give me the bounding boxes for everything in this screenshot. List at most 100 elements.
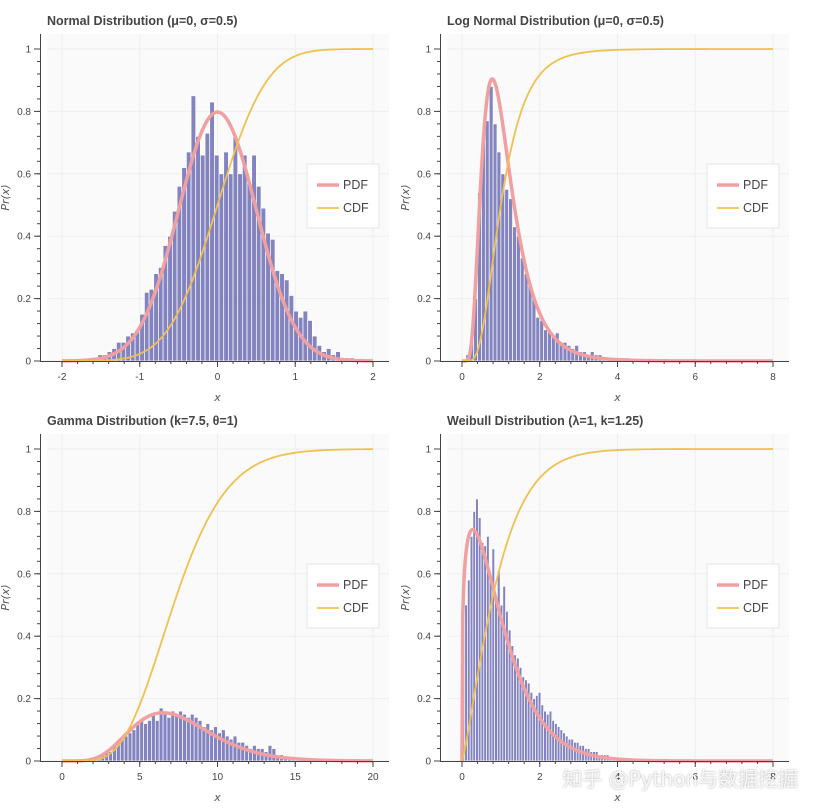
histogram-bar [214, 154, 220, 362]
y-axis-label: Pr(x) [399, 184, 412, 210]
histogram-bar [242, 154, 248, 362]
cdf-curve [61, 48, 374, 362]
x-tick-label: 0 [459, 372, 465, 383]
histogram-bar [494, 598, 498, 762]
legend-pdf-label: PDF [743, 578, 768, 592]
x-tick-label: 4 [615, 372, 621, 383]
histogram-bar [232, 735, 238, 762]
histogram-bar [565, 735, 569, 762]
histogram-bar [531, 298, 537, 362]
histogram-bar [170, 710, 176, 762]
histogram-bar [151, 713, 156, 762]
y-axis-label: Pr(x) [0, 184, 12, 210]
histogram-bar [270, 238, 276, 362]
histogram-bar [237, 173, 243, 362]
histogram-bar [166, 716, 172, 762]
legend: PDF CDF [306, 163, 380, 229]
y-tick-label: 0 [425, 357, 431, 368]
histogram-bar [204, 132, 211, 362]
y-tick-label: 0 [425, 757, 431, 768]
histogram-bar [508, 198, 513, 362]
legend-box [706, 563, 780, 629]
y-tick-label: 0.4 [417, 232, 431, 243]
y-tick-label: 1 [25, 445, 31, 456]
histogram-bar [209, 101, 215, 362]
histogram-bar [218, 173, 225, 362]
histogram-bar [535, 695, 539, 762]
histogram-bar [288, 295, 295, 362]
legend: PDF CDF [706, 163, 780, 229]
histogram-bar [477, 517, 482, 762]
histogram-bar [540, 704, 544, 762]
histogram-bar [537, 692, 542, 762]
histogram-bar [228, 173, 234, 362]
x-tick-label: 2 [537, 372, 543, 383]
histogram-bar [267, 745, 273, 762]
legend: PDF CDF [306, 563, 380, 629]
legend-pdf-label: PDF [743, 178, 768, 192]
histogram-bar [516, 235, 521, 362]
histogram-bar [284, 279, 290, 362]
cdf-curve [461, 48, 774, 362]
chart-title: Normal Distribution (μ=0, σ=0.5) [47, 14, 238, 28]
y-tick-label: 0.8 [417, 507, 431, 518]
x-tick-label: -1 [135, 372, 144, 383]
histogram-bar [535, 316, 541, 362]
histogram-bar [221, 729, 226, 762]
histogram-bar [519, 257, 525, 362]
histogram-bar [543, 710, 547, 762]
histogram-bar [186, 716, 191, 762]
histogram-bar [123, 735, 129, 762]
histogram-bar [240, 741, 246, 762]
legend-box [306, 163, 380, 229]
x-axis-label: x [213, 791, 221, 804]
histogram-bar [539, 320, 544, 362]
y-tick-label: 0.2 [17, 694, 31, 705]
cdf-curve [61, 448, 374, 762]
pdf-curve [460, 527, 774, 763]
histogram-bar [307, 320, 313, 362]
y-tick-label: 0.8 [17, 507, 31, 518]
histogram-bar [488, 86, 494, 362]
y-tick-label: 1 [25, 45, 31, 56]
y-tick-label: 1 [425, 45, 431, 56]
histogram-bar [548, 710, 553, 762]
legend-box [706, 163, 780, 229]
histogram-bar [562, 732, 566, 762]
legend-cdf-label: CDF [343, 601, 369, 615]
histogram-bar [504, 189, 510, 362]
x-axis-label: x [213, 391, 221, 404]
x-tick-label: 8 [770, 772, 776, 783]
y-axis-label: Pr(x) [0, 584, 12, 610]
y-tick-label: 0.8 [17, 107, 31, 118]
histogram-bar [158, 707, 164, 762]
cdf-curve [461, 448, 774, 762]
x-axis-label: x [613, 791, 621, 804]
y-tick-label: 0.6 [17, 169, 31, 180]
histogram-bar [484, 120, 490, 362]
y-tick-label: 0.6 [417, 569, 431, 580]
pdf-curve [61, 110, 374, 363]
chart-title: Weibull Distribution (λ=1, k=1.25) [447, 414, 643, 428]
legend: PDF CDF [706, 563, 780, 629]
pdf-curve [461, 77, 774, 363]
histogram-bar [162, 713, 168, 762]
y-tick-label: 0.2 [417, 694, 431, 705]
chart-title: Gamma Distribution (k=7.5, θ=1) [47, 414, 238, 428]
y-tick-label: 0.4 [17, 232, 31, 243]
y-axis-label: Pr(x) [399, 584, 412, 610]
histogram-bar [559, 729, 564, 762]
y-tick-label: 0.4 [417, 632, 431, 643]
histogram-bar [556, 726, 561, 762]
x-tick-label: 2 [370, 372, 376, 383]
x-tick-label: -2 [58, 372, 67, 383]
histogram-bar [546, 713, 550, 762]
histogram-bar [512, 226, 517, 362]
chart-panel-4: Weibull Distribution (λ=1, k=1.25) 0 2 4 6 8 0… [399, 414, 789, 804]
histogram-bar [195, 136, 201, 362]
x-tick-label: 6 [692, 772, 698, 783]
histogram-bar [147, 720, 152, 762]
x-tick-label: 0 [215, 372, 221, 383]
histogram-bar [302, 310, 309, 362]
